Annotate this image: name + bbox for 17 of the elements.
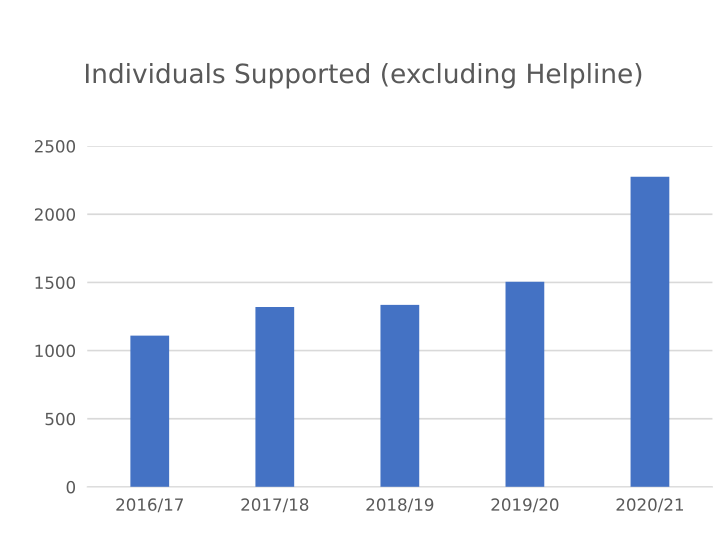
y-tick-label: 1000: [36, 344, 76, 358]
x-tick-label: 2019/20: [491, 498, 558, 512]
x-tick-label: 2017/18: [241, 498, 308, 512]
x-tick-label: 2020/21: [616, 498, 684, 512]
bar: [380, 304, 420, 487]
x-tick-label: 2016/17: [116, 498, 183, 512]
y-tick-label: 1500: [36, 276, 76, 289]
y-tick-label: 0: [66, 480, 76, 494]
y-tick-label: 2500: [34, 140, 76, 153]
bar: [630, 176, 670, 487]
bar: [130, 336, 170, 487]
x-tick-label: 2018/19: [366, 498, 434, 512]
chart-title: Individuals Supported (excluding Helpline): [86, 62, 642, 89]
y-tick-label: 2000: [34, 208, 76, 221]
y-tick-label: 500: [46, 412, 76, 426]
bar: [506, 282, 544, 487]
bar: [255, 306, 294, 487]
